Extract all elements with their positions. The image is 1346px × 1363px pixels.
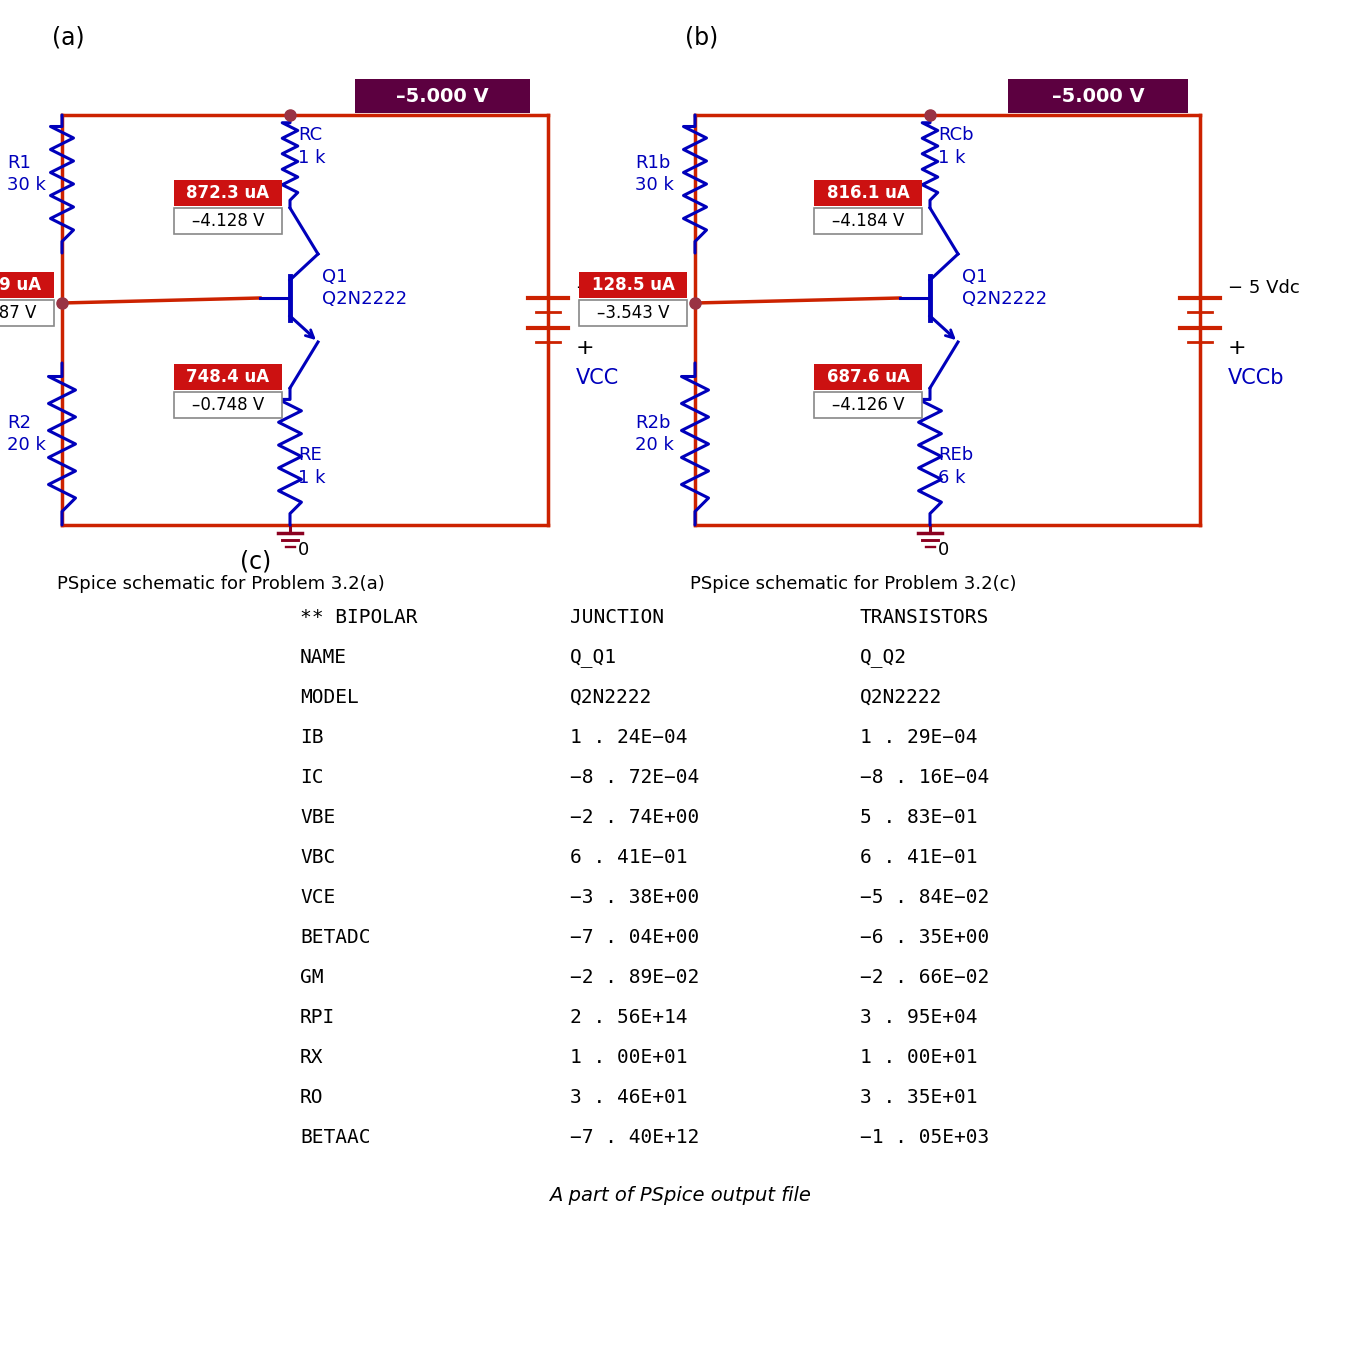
Text: –0.748 V: –0.748 V bbox=[192, 397, 264, 414]
FancyBboxPatch shape bbox=[0, 273, 54, 298]
Text: 816.1 uA: 816.1 uA bbox=[826, 184, 910, 202]
Text: −1 . 05E+03: −1 . 05E+03 bbox=[860, 1129, 989, 1148]
Text: −2 . 66E−02: −2 . 66E−02 bbox=[860, 968, 989, 987]
Text: MODEL: MODEL bbox=[300, 688, 359, 707]
Text: 0: 0 bbox=[297, 541, 310, 559]
Text: R2
20 k: R2 20 k bbox=[7, 414, 46, 454]
Text: +: + bbox=[1228, 338, 1246, 358]
Text: GM: GM bbox=[300, 968, 323, 987]
Text: −2 . 74E+00: −2 . 74E+00 bbox=[569, 808, 700, 827]
Text: Q_Q2: Q_Q2 bbox=[860, 647, 907, 667]
FancyBboxPatch shape bbox=[814, 364, 922, 390]
Text: NAME: NAME bbox=[300, 647, 347, 667]
Text: Q1
Q2N2222: Q1 Q2N2222 bbox=[322, 269, 406, 308]
Text: JUNCTION: JUNCTION bbox=[569, 608, 664, 627]
FancyBboxPatch shape bbox=[814, 393, 922, 418]
FancyBboxPatch shape bbox=[814, 180, 922, 206]
Text: –4.128 V: –4.128 V bbox=[191, 213, 264, 230]
Text: R1b
30 k: R1b 30 k bbox=[635, 154, 674, 194]
Text: RX: RX bbox=[300, 1048, 323, 1067]
Text: BETADC: BETADC bbox=[300, 928, 370, 947]
Text: 1 . 00E+01: 1 . 00E+01 bbox=[569, 1048, 688, 1067]
Text: −6 . 35E+00: −6 . 35E+00 bbox=[860, 928, 989, 947]
Text: − 5 Vdc: − 5 Vdc bbox=[576, 279, 647, 297]
Text: –5.000 V: –5.000 V bbox=[396, 86, 489, 105]
Text: VBE: VBE bbox=[300, 808, 335, 827]
Text: Q_Q1: Q_Q1 bbox=[569, 647, 616, 667]
Text: RCb
1 k: RCb 1 k bbox=[938, 127, 973, 166]
Text: Q1
Q2N2222: Q1 Q2N2222 bbox=[962, 269, 1047, 308]
Text: (a): (a) bbox=[52, 26, 85, 50]
FancyBboxPatch shape bbox=[814, 209, 922, 234]
Text: RO: RO bbox=[300, 1088, 323, 1107]
Text: R2b
20 k: R2b 20 k bbox=[635, 414, 674, 454]
Text: 1 . 00E+01: 1 . 00E+01 bbox=[860, 1048, 977, 1067]
Text: R1
30 k: R1 30 k bbox=[7, 154, 46, 194]
Text: 2 . 56E+14: 2 . 56E+14 bbox=[569, 1009, 688, 1026]
Text: Q2N2222: Q2N2222 bbox=[860, 688, 942, 707]
FancyBboxPatch shape bbox=[0, 300, 54, 326]
FancyBboxPatch shape bbox=[355, 79, 530, 113]
FancyBboxPatch shape bbox=[174, 364, 283, 390]
Text: 3 . 95E+04: 3 . 95E+04 bbox=[860, 1009, 977, 1026]
Text: VCC: VCC bbox=[576, 368, 619, 388]
FancyBboxPatch shape bbox=[579, 300, 686, 326]
Text: –4.184 V: –4.184 V bbox=[832, 213, 905, 230]
FancyBboxPatch shape bbox=[174, 180, 283, 206]
Text: VCCb: VCCb bbox=[1228, 368, 1284, 388]
Text: VCE: VCE bbox=[300, 889, 335, 906]
Text: (b): (b) bbox=[685, 26, 719, 50]
Text: 1 . 29E−04: 1 . 29E−04 bbox=[860, 728, 977, 747]
Text: −8 . 16E−04: −8 . 16E−04 bbox=[860, 767, 989, 786]
Text: −7 . 40E+12: −7 . 40E+12 bbox=[569, 1129, 700, 1148]
Text: RPI: RPI bbox=[300, 1009, 335, 1026]
Text: −2 . 89E−02: −2 . 89E−02 bbox=[569, 968, 700, 987]
FancyBboxPatch shape bbox=[579, 273, 686, 298]
Text: IC: IC bbox=[300, 767, 323, 786]
Text: PSpice schematic for Problem 3.2(c): PSpice schematic for Problem 3.2(c) bbox=[690, 575, 1016, 593]
Text: PSpice schematic for Problem 3.2(a): PSpice schematic for Problem 3.2(a) bbox=[57, 575, 385, 593]
Text: –3.487 V: –3.487 V bbox=[0, 304, 36, 322]
Text: 748.4 uA: 748.4 uA bbox=[187, 368, 269, 386]
Text: − 5 Vdc: − 5 Vdc bbox=[1228, 279, 1300, 297]
Text: –4.126 V: –4.126 V bbox=[832, 397, 905, 414]
Text: 1 . 24E−04: 1 . 24E−04 bbox=[569, 728, 688, 747]
FancyBboxPatch shape bbox=[174, 393, 283, 418]
FancyBboxPatch shape bbox=[1008, 79, 1189, 113]
FancyBboxPatch shape bbox=[174, 209, 283, 234]
Text: 872.3 uA: 872.3 uA bbox=[187, 184, 269, 202]
Text: −3 . 38E+00: −3 . 38E+00 bbox=[569, 889, 700, 906]
Text: 0: 0 bbox=[938, 541, 949, 559]
Text: (c): (c) bbox=[240, 549, 272, 572]
Text: RC
1 k: RC 1 k bbox=[297, 127, 326, 166]
Text: 687.6 uA: 687.6 uA bbox=[826, 368, 910, 386]
Text: 128.5 uA: 128.5 uA bbox=[591, 275, 674, 294]
Text: 5 . 83E−01: 5 . 83E−01 bbox=[860, 808, 977, 827]
Text: –3.543 V: –3.543 V bbox=[596, 304, 669, 322]
Text: 6 . 41E−01: 6 . 41E−01 bbox=[569, 848, 688, 867]
Text: 6 . 41E−01: 6 . 41E−01 bbox=[860, 848, 977, 867]
Text: 3 . 35E+01: 3 . 35E+01 bbox=[860, 1088, 977, 1107]
Text: VBC: VBC bbox=[300, 848, 335, 867]
Text: −8 . 72E−04: −8 . 72E−04 bbox=[569, 767, 700, 786]
Text: TRANSISTORS: TRANSISTORS bbox=[860, 608, 989, 627]
Text: –5.000 V: –5.000 V bbox=[1051, 86, 1144, 105]
Text: 123.9 uA: 123.9 uA bbox=[0, 275, 42, 294]
Text: −5 . 84E−02: −5 . 84E−02 bbox=[860, 889, 989, 906]
Text: Q2N2222: Q2N2222 bbox=[569, 688, 653, 707]
Text: 3 . 46E+01: 3 . 46E+01 bbox=[569, 1088, 688, 1107]
Text: RE
1 k: RE 1 k bbox=[297, 447, 326, 487]
Text: ** BIPOLAR: ** BIPOLAR bbox=[300, 608, 417, 627]
Text: +: + bbox=[576, 338, 595, 358]
Text: −7 . 04E+00: −7 . 04E+00 bbox=[569, 928, 700, 947]
Text: A part of PSpice output file: A part of PSpice output file bbox=[549, 1186, 810, 1205]
Text: BETAAC: BETAAC bbox=[300, 1129, 370, 1148]
Text: REb
6 k: REb 6 k bbox=[938, 447, 973, 487]
Text: IB: IB bbox=[300, 728, 323, 747]
